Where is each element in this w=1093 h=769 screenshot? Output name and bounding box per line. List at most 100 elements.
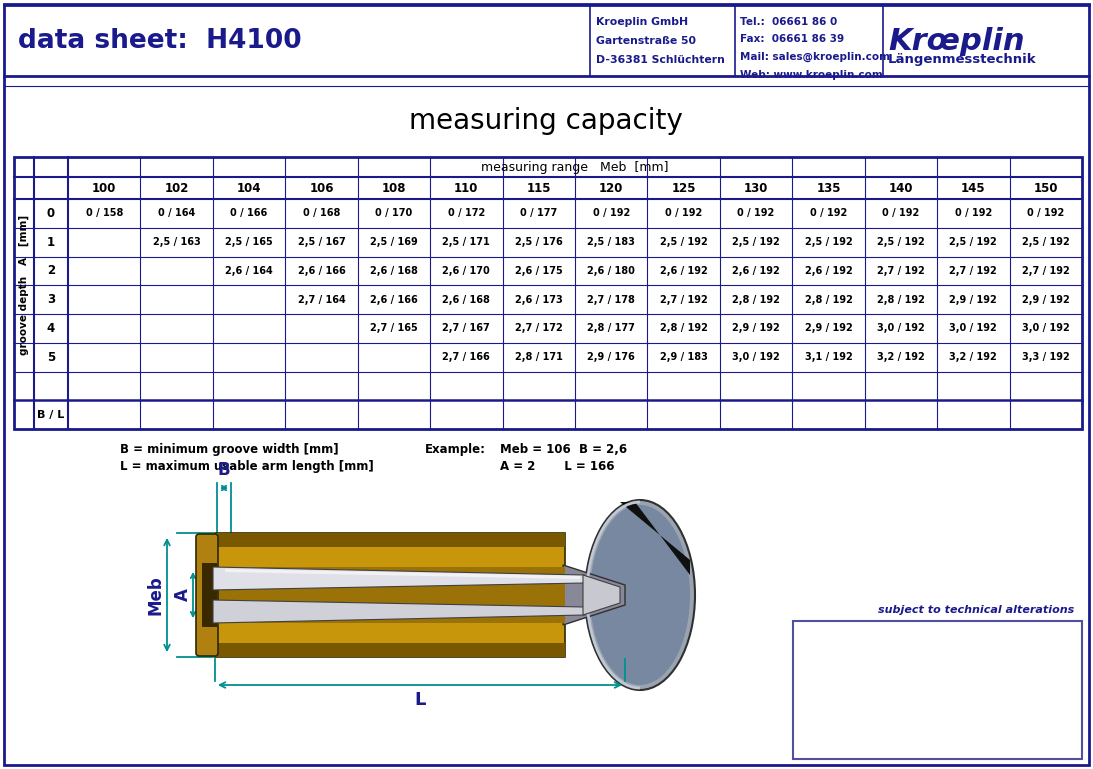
Text: 0 / 177: 0 / 177	[520, 208, 557, 218]
Text: 2,6 / 168: 2,6 / 168	[371, 266, 418, 276]
Text: 2,7 / 166: 2,7 / 166	[443, 352, 491, 362]
Text: 108: 108	[381, 181, 407, 195]
Text: 2,7 / 192: 2,7 / 192	[950, 266, 997, 276]
Text: 115: 115	[527, 181, 551, 195]
Text: Web: www.kroeplin.com: Web: www.kroeplin.com	[740, 69, 883, 79]
Text: 2,6 / 192: 2,6 / 192	[732, 266, 780, 276]
Text: 3,1 / 192: 3,1 / 192	[804, 352, 853, 362]
Text: 125: 125	[671, 181, 696, 195]
Polygon shape	[620, 502, 690, 575]
Text: B = minimum groove width [mm]: B = minimum groove width [mm]	[120, 443, 339, 456]
Text: Tel.:  06661 86 0: Tel.: 06661 86 0	[740, 17, 837, 27]
Text: 3,0 / 192: 3,0 / 192	[950, 324, 997, 334]
Text: 4: 4	[47, 322, 55, 335]
Text: 2,8 / 171: 2,8 / 171	[515, 352, 563, 362]
Text: 0 / 192: 0 / 192	[1027, 208, 1065, 218]
Bar	[215, 643, 565, 657]
Text: DAB-H4100_KR_en: DAB-H4100_KR_en	[916, 633, 1031, 643]
Text: 2,9 / 176: 2,9 / 176	[587, 352, 635, 362]
Text: 2,6 / 192: 2,6 / 192	[804, 266, 853, 276]
Text: B / L: B / L	[37, 410, 64, 420]
Bar	[794, 621, 1082, 759]
Text: revision date:: revision date:	[801, 702, 888, 712]
Text: 3,2 / 192: 3,2 / 192	[877, 352, 925, 362]
Text: 0 / 168: 0 / 168	[303, 208, 340, 218]
Text: 2,8 / 192: 2,8 / 192	[660, 324, 707, 334]
Text: 2,6 / 170: 2,6 / 170	[443, 266, 491, 276]
Polygon shape	[225, 569, 580, 579]
Text: 1: 1	[47, 235, 55, 248]
Text: 2,5 / 165: 2,5 / 165	[225, 237, 273, 247]
Text: Gartenstraße 50: Gartenstraße 50	[596, 36, 696, 46]
Text: 2,7 / 165: 2,7 / 165	[371, 324, 418, 334]
Text: 2,5 / 192: 2,5 / 192	[950, 237, 997, 247]
Text: date of issue:: date of issue:	[801, 648, 886, 658]
Text: 2,5 / 192: 2,5 / 192	[877, 237, 925, 247]
Text: 130: 130	[744, 181, 768, 195]
Text: L = maximum usable arm length [mm]: L = maximum usable arm length [mm]	[120, 460, 374, 473]
Text: 2,5 / 171: 2,5 / 171	[443, 237, 491, 247]
Text: 3,0 / 192: 3,0 / 192	[732, 352, 780, 362]
Polygon shape	[213, 600, 585, 623]
Text: 0 / 192: 0 / 192	[592, 208, 630, 218]
Text: 01.07.2013: 01.07.2013	[916, 648, 986, 658]
Text: 0 / 172: 0 / 172	[448, 208, 485, 218]
Text: 3,0 / 192: 3,0 / 192	[877, 324, 925, 334]
Text: 120: 120	[599, 181, 623, 195]
Text: 104: 104	[237, 181, 261, 195]
Text: 2,9 / 192: 2,9 / 192	[1022, 295, 1070, 305]
Text: 0 / 192: 0 / 192	[665, 208, 703, 218]
Text: 2,6 / 173: 2,6 / 173	[515, 295, 563, 305]
Text: 3,3 / 192: 3,3 / 192	[1022, 352, 1070, 362]
Text: 2,8 / 177: 2,8 / 177	[587, 324, 635, 334]
Text: 110: 110	[455, 181, 479, 195]
Bar	[202, 563, 218, 627]
Text: Mail: sales@kroeplin.com: Mail: sales@kroeplin.com	[740, 52, 890, 62]
Ellipse shape	[590, 505, 690, 685]
Text: 2,5 / 176: 2,5 / 176	[515, 237, 563, 247]
Text: 2,5 / 192: 2,5 / 192	[732, 237, 780, 247]
Text: 5: 5	[47, 351, 55, 364]
Text: 2,5 / 183: 2,5 / 183	[587, 237, 635, 247]
Text: 2,5 / 163: 2,5 / 163	[153, 237, 200, 247]
Text: 2,7 / 192: 2,7 / 192	[660, 295, 707, 305]
Text: A = 2       L = 166: A = 2 L = 166	[500, 460, 614, 473]
Text: 0 / 192: 0 / 192	[882, 208, 919, 218]
Polygon shape	[213, 567, 585, 590]
Text: Krœplin: Krœplin	[888, 27, 1024, 56]
Text: 150: 150	[1034, 181, 1058, 195]
Text: 106: 106	[309, 181, 333, 195]
Text: 2,6 / 164: 2,6 / 164	[225, 266, 273, 276]
Text: 2,7 / 172: 2,7 / 172	[515, 324, 563, 334]
Text: 2,7 / 164: 2,7 / 164	[297, 295, 345, 305]
Text: 2,5 / 192: 2,5 / 192	[660, 237, 707, 247]
Bar	[215, 533, 565, 547]
Text: 2,5 / 167: 2,5 / 167	[297, 237, 345, 247]
Text: 0 / 192: 0 / 192	[954, 208, 992, 218]
Text: 2,5 / 169: 2,5 / 169	[371, 237, 418, 247]
Polygon shape	[583, 575, 620, 615]
Text: revision status:: revision status:	[801, 687, 898, 697]
Text: 2,6 / 166: 2,6 / 166	[371, 295, 418, 305]
Text: 2,9 / 192: 2,9 / 192	[804, 324, 853, 334]
Ellipse shape	[585, 500, 695, 690]
Text: Meb = 106  B = 2,6: Meb = 106 B = 2,6	[500, 443, 627, 456]
FancyBboxPatch shape	[196, 534, 218, 656]
Text: 0 / 170: 0 / 170	[375, 208, 412, 218]
Text: 2,9 / 183: 2,9 / 183	[660, 352, 707, 362]
Text: data sheet:  H4100: data sheet: H4100	[17, 28, 302, 54]
Text: 2,8 / 192: 2,8 / 192	[732, 295, 780, 305]
Text: Example:: Example:	[425, 443, 486, 456]
Text: A: A	[174, 588, 192, 601]
Text: 0 / 164: 0 / 164	[158, 208, 196, 218]
Text: B: B	[218, 461, 231, 479]
Text: 2,9 / 192: 2,9 / 192	[950, 295, 997, 305]
Text: D-36381 Schlüchtern: D-36381 Schlüchtern	[596, 55, 725, 65]
Text: 100: 100	[92, 181, 116, 195]
Text: 102: 102	[164, 181, 189, 195]
Text: 2,6 / 180: 2,6 / 180	[587, 266, 635, 276]
Text: groove depth   A   [mm]: groove depth A [mm]	[19, 215, 30, 355]
Text: subject to technical alterations: subject to technical alterations	[878, 605, 1074, 615]
Text: 135: 135	[816, 181, 841, 195]
Text: Längenmesstechnik: Längenmesstechnik	[888, 53, 1036, 66]
